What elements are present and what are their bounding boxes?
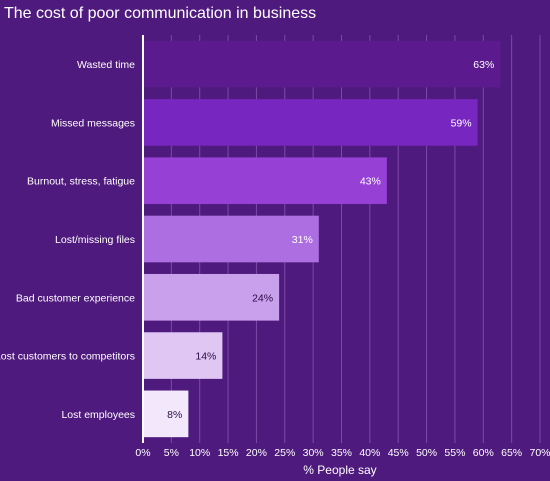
bar <box>143 332 223 379</box>
x-tick-label: 35% <box>331 447 352 459</box>
category-label: Lost customers to competitors <box>0 351 135 363</box>
bar-value-label: 31% <box>292 234 313 246</box>
x-tick-label: 45% <box>388 447 409 459</box>
x-axis-title: % People say <box>303 463 376 477</box>
x-tick-label: 15% <box>218 447 239 459</box>
x-tick-label: 55% <box>444 447 465 459</box>
x-tick-label: 25% <box>274 447 295 459</box>
bar-value-label: 59% <box>451 117 472 129</box>
x-tick-label: 0% <box>135 447 150 459</box>
bar-value-label: 63% <box>473 59 494 71</box>
chart-title: The cost of poor communication in busine… <box>4 5 317 22</box>
bar <box>143 40 501 88</box>
bar-value-label: 14% <box>195 351 216 363</box>
category-label: Bad customer experience <box>16 292 135 304</box>
bar <box>143 215 319 263</box>
bar <box>143 273 280 321</box>
bar-value-label: 43% <box>360 176 381 188</box>
x-tick-label: 10% <box>189 447 210 459</box>
bar <box>143 390 189 438</box>
x-tick-label: 20% <box>246 447 267 459</box>
bar-value-label: 8% <box>167 409 182 421</box>
category-label: Lost/missing files <box>55 234 135 246</box>
x-tick-label: 65% <box>501 447 522 459</box>
bar-value-label: 24% <box>252 292 273 304</box>
x-tick-label: 5% <box>164 447 179 459</box>
bars: 63% 59% 43% 31% 24% 14% 8% <box>143 40 501 438</box>
axes: 0% 5% 10% 15% 20% 25% 30% 35% 40% 45% 50% 55% 60% 65%… <box>0 35 550 459</box>
bar <box>143 157 387 205</box>
category-label: Lost employees <box>61 409 135 421</box>
x-tick-label: 30% <box>303 447 324 459</box>
category-label: Burnout, stress, fatigue <box>27 176 135 188</box>
bar <box>143 99 478 146</box>
x-tick-label: 60% <box>473 447 494 459</box>
x-tick-label: 50% <box>416 447 437 459</box>
category-label: Missed messages <box>51 117 135 129</box>
x-tick-label: 70% <box>529 447 550 459</box>
x-tick-label: 40% <box>359 447 380 459</box>
category-label: Wasted time <box>77 59 135 71</box>
